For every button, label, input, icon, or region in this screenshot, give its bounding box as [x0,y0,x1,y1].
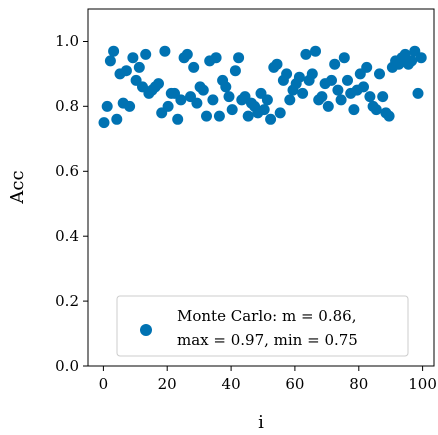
data-point [124,100,136,112]
x-axis: 0 20 40 60 80 100 [99,366,437,393]
data-point [374,68,385,80]
legend-label-line1: Monte Carlo: m = 0.86, [177,307,356,325]
data-point [210,52,222,64]
x-tick-label: 80 [349,375,368,393]
data-point [181,48,193,60]
data-point [242,110,254,122]
data-point [127,52,139,64]
y-tick-label: 0.6 [55,162,79,180]
data-point [329,58,341,70]
y-tick-label: 0.0 [55,357,79,375]
y-tick-label: 0.4 [55,227,79,245]
y-tick-label: 1.0 [55,32,79,50]
data-point [120,65,132,77]
data-point [300,48,312,60]
data-point [274,107,286,119]
x-tick-label: 20 [158,375,177,393]
x-tick-label: 0 [99,375,109,393]
data-point [101,100,113,112]
data-point [233,52,245,64]
data-point [335,94,347,106]
data-point [316,91,328,103]
data-point [281,68,293,80]
legend-box [116,295,409,357]
data-point [406,55,418,67]
data-point [207,94,219,106]
data-point [338,52,350,64]
plot-frame [87,8,435,367]
data-point [162,100,174,112]
data-point [159,45,171,57]
data-point [377,91,389,103]
data-point [342,74,353,86]
data-point [271,58,283,70]
data-point [140,48,152,60]
data-point [197,84,209,96]
data-point [322,100,334,112]
data-point [108,45,120,57]
x-axis-title: i [258,412,264,433]
data-point [213,110,225,122]
data-point [226,104,238,116]
y-axis-title: Acc [7,170,28,204]
data-point [265,113,277,125]
data-point [348,104,360,116]
data-point [229,65,241,77]
data-point [332,84,344,96]
data-point [415,52,427,64]
data-point [104,55,116,67]
y-tick-label: 0.8 [55,97,79,115]
data-point [172,113,184,125]
data-point [293,71,305,83]
data-point [261,94,273,106]
x-tick-label: 40 [222,375,241,393]
data-point [412,87,424,99]
x-tick-label: 60 [285,375,304,393]
scatter-points [98,45,427,129]
data-point [310,45,321,57]
data-point [175,94,187,106]
data-point [188,61,200,73]
data-point [306,68,318,80]
data-point [111,113,123,125]
y-tick-label: 0.2 [55,292,79,310]
data-point [326,74,337,86]
data-point [220,81,232,93]
legend-label-line2: max = 0.97, min = 0.75 [177,331,358,349]
data-point [98,117,110,129]
legend: Monte Carlo: m = 0.86, max = 0.97, min =… [116,295,409,357]
data-point [358,81,369,93]
data-point [223,91,235,103]
data-point [297,87,309,99]
data-point [361,61,373,73]
data-point [258,104,270,116]
data-point [201,110,212,122]
data-point [191,97,203,109]
data-point [364,91,376,103]
legend-marker [140,324,152,336]
data-point [153,78,164,90]
data-point [370,104,382,116]
data-point [383,110,395,122]
x-tick-label: 100 [408,375,437,393]
y-axis: 0.0 0.2 0.4 0.6 0.8 1.0 [55,32,88,375]
data-point [133,61,145,73]
data-point [284,94,296,106]
